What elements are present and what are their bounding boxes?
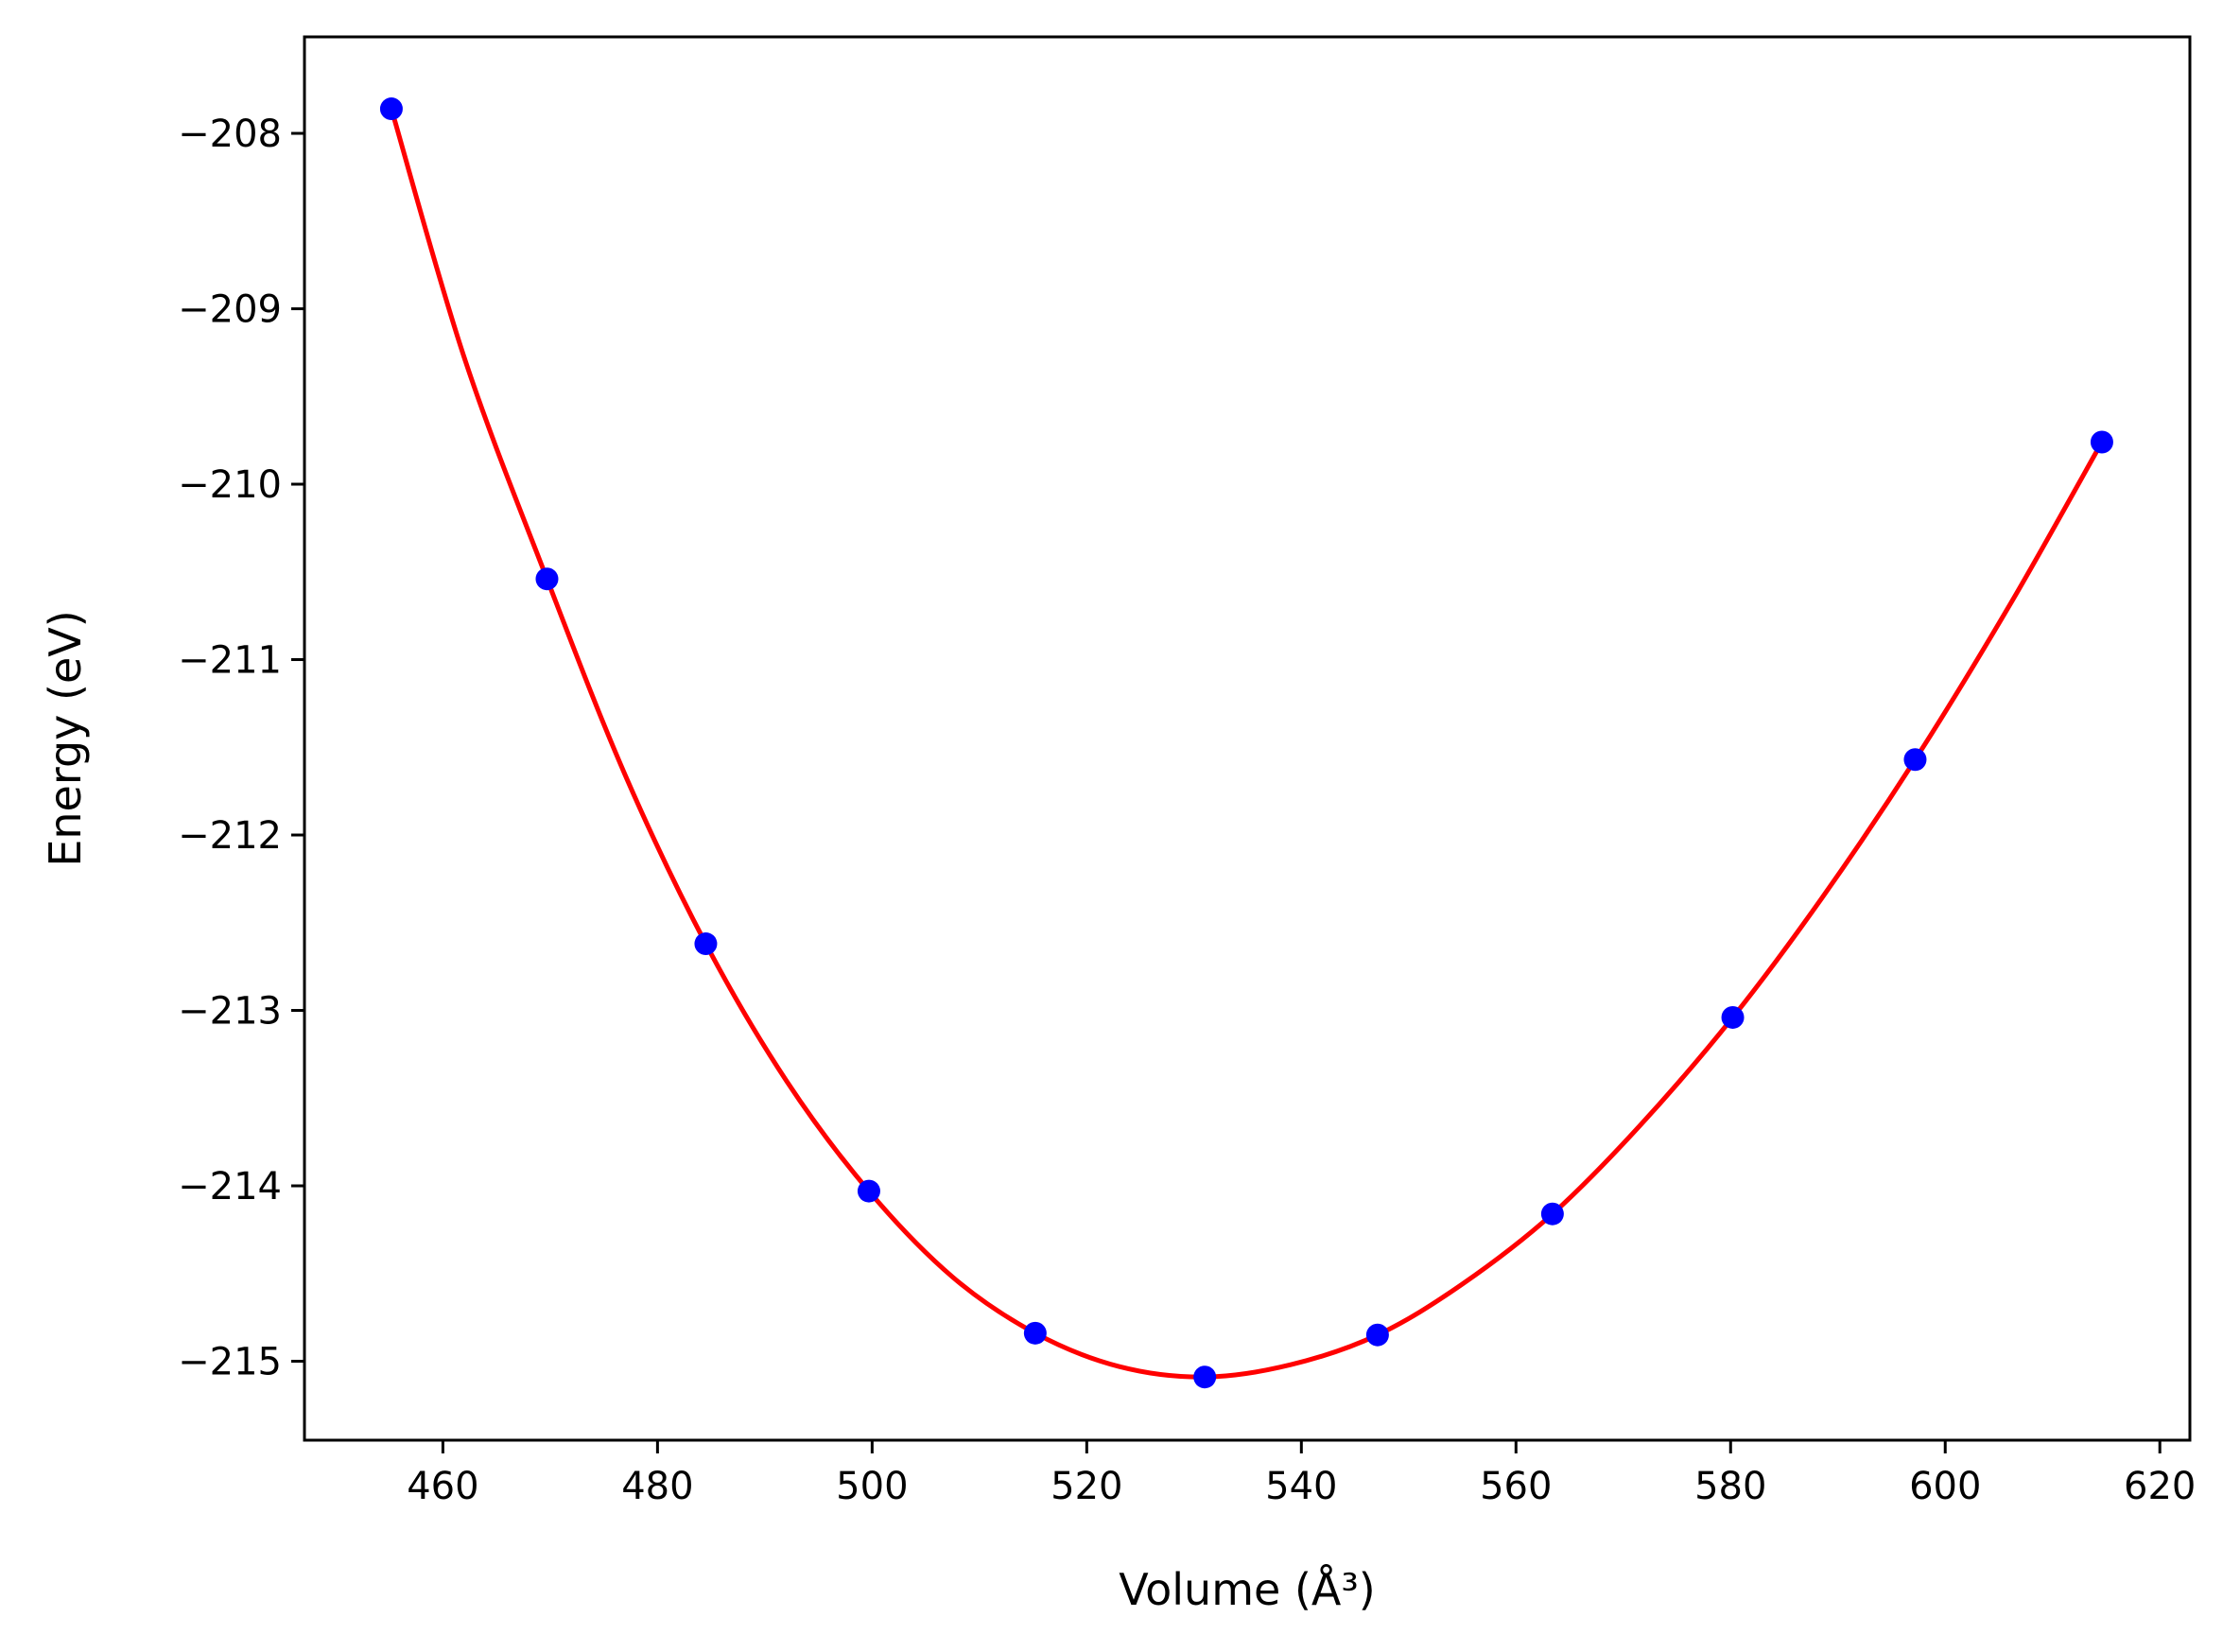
fit-curve [389, 108, 2105, 1380]
y-tick-label: −208 [178, 113, 282, 156]
x-tick-label: 580 [1694, 1465, 1766, 1508]
y-tick-label: −215 [178, 1341, 282, 1384]
x-tick-label: 560 [1480, 1465, 1552, 1508]
y-tick-label: −212 [178, 814, 282, 858]
x-tick-label: 500 [836, 1465, 908, 1508]
data-point [1193, 1365, 1217, 1389]
y-tick-label: −209 [178, 288, 282, 332]
y-tick-label: −213 [178, 990, 282, 1034]
data-point [1023, 1321, 1047, 1345]
data-point [1903, 748, 1927, 772]
y-tick-label: −211 [178, 639, 282, 683]
x-tick-label: 480 [621, 1465, 693, 1508]
y-tick-label: −214 [178, 1165, 282, 1209]
y-axis-label: Energy (eV) [40, 610, 91, 866]
axis-ticks: 460 480 500 520 540 560 580 600 620 −208 −209 −210 −… [178, 113, 2196, 1508]
x-tick-label: 520 [1051, 1465, 1122, 1508]
data-point [379, 97, 403, 121]
x-tick-label: 540 [1265, 1465, 1337, 1508]
x-tick-label: 460 [407, 1465, 478, 1508]
data-point [1721, 1005, 1745, 1029]
data-point [1365, 1323, 1389, 1347]
axes-frame [303, 35, 2192, 1442]
y-tick-label: −210 [178, 463, 282, 507]
data-point [1540, 1202, 1564, 1226]
x-axis-label: Volume (Å³) [1119, 1564, 1376, 1615]
plot-area [379, 97, 2113, 1389]
x-tick-label: 620 [2124, 1465, 2196, 1508]
x-tick-label: 600 [1909, 1465, 1981, 1508]
data-point [857, 1179, 880, 1203]
data-point [2090, 430, 2113, 454]
data-point [535, 567, 559, 591]
data-point [694, 932, 718, 956]
